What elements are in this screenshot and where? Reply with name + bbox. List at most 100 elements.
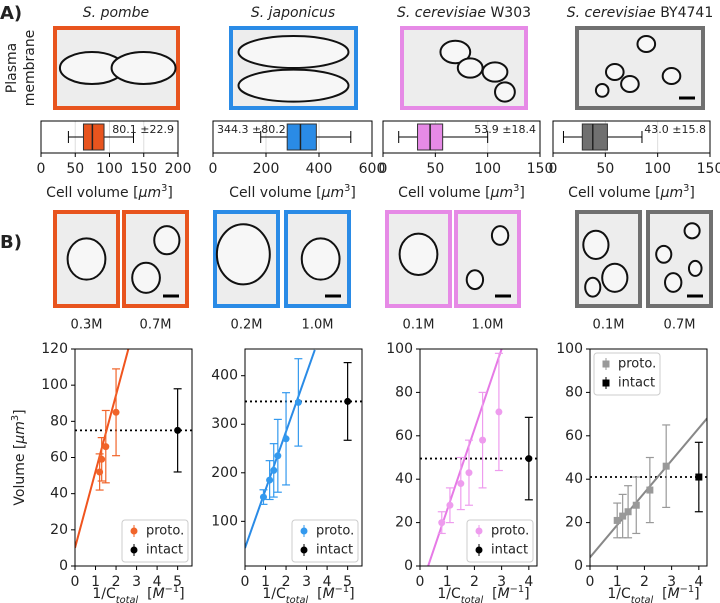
box — [82, 123, 105, 151]
text-segment: S. japonicus — [251, 5, 335, 21]
x-tick-label: 4 — [323, 574, 332, 590]
cell — [481, 61, 509, 83]
marker — [495, 408, 503, 416]
cell — [584, 276, 602, 298]
legend — [593, 352, 661, 396]
x-tick-label: 150 — [130, 161, 157, 177]
text-segment: μm — [321, 185, 345, 201]
fit-line — [245, 349, 316, 549]
plot-area — [75, 349, 192, 549]
x-tick-label: 2 — [282, 574, 291, 590]
marker — [102, 443, 110, 451]
text-segment: μm — [490, 185, 514, 201]
y-tick-label: 200 — [211, 465, 238, 481]
x-tick-label: 2 — [640, 574, 649, 590]
frame — [382, 120, 541, 154]
micrograph — [454, 210, 521, 308]
x-axis-label: Cell volume [μm3] — [46, 183, 173, 202]
x-tick-label: 0 — [37, 161, 46, 177]
text-segment: [ — [138, 586, 152, 602]
text-segment: M — [498, 586, 510, 602]
y-tick-label: 100 — [211, 513, 238, 529]
cell — [300, 237, 341, 281]
cell — [664, 272, 683, 293]
frame — [589, 348, 708, 567]
x-tick-label: 100 — [644, 161, 671, 177]
text-segment: μm — [12, 421, 28, 445]
x-tick-label: 3 — [497, 574, 506, 590]
frame — [244, 348, 363, 567]
frame — [212, 120, 373, 154]
legend-label: proto. — [316, 524, 354, 539]
x-tick-label: 0 — [241, 574, 250, 590]
x-tick-label: 0 — [549, 161, 558, 177]
cell — [465, 269, 485, 291]
cell — [601, 262, 629, 293]
x-tick-label: 0 — [71, 574, 80, 590]
plot-area — [420, 349, 537, 566]
legend-marker — [602, 379, 610, 387]
condition-label: 0.3M — [71, 318, 103, 333]
marker — [624, 508, 632, 516]
row-label: Plasma — [4, 43, 20, 93]
text-segment: ] — [694, 586, 699, 602]
condition-label: 0.1M — [593, 318, 625, 333]
y-tick-label: 300 — [211, 416, 238, 432]
legend-marker — [130, 527, 138, 535]
marker — [270, 466, 278, 474]
x-tick-label: 50 — [596, 161, 614, 177]
y-tick-label: 20 — [395, 515, 413, 531]
legend-marker — [602, 360, 610, 368]
text-segment: Cell volume [ — [568, 185, 660, 201]
text-segment: −1 — [510, 584, 524, 595]
legend-marker — [300, 527, 308, 535]
x-tick-label: 5 — [343, 574, 352, 590]
legend-label: proto. — [491, 524, 529, 539]
annotation: 344.3 ±80.2 — [217, 123, 286, 136]
x-tick-label: 150 — [527, 161, 554, 177]
y-tick-label: 80 — [395, 384, 413, 400]
text-segment: 3 — [161, 183, 167, 194]
text-segment: ] — [689, 185, 694, 201]
text-segment: [ — [308, 586, 322, 602]
cell — [153, 225, 181, 256]
marker — [344, 397, 352, 405]
marker — [619, 512, 627, 520]
legend-marker — [475, 527, 483, 535]
y-tick-label: 100 — [556, 341, 583, 357]
box — [286, 123, 317, 151]
marker — [266, 476, 274, 484]
legend-marker — [475, 546, 483, 554]
text-segment: μm — [660, 185, 684, 201]
box — [581, 123, 608, 151]
text-segment: ] — [349, 586, 354, 602]
text-segment: −1 — [335, 584, 349, 595]
y-tick-label: 20 — [565, 515, 583, 531]
text-segment: μm — [138, 185, 162, 201]
marker — [632, 501, 640, 509]
marker — [174, 426, 182, 434]
text-segment: S. pombe — [83, 5, 149, 21]
marker — [479, 436, 487, 444]
y-tick-label: 40 — [395, 471, 413, 487]
legend-marker — [130, 546, 138, 554]
legend-marker — [300, 546, 308, 554]
cell — [655, 244, 673, 264]
y-tick-label: 40 — [565, 471, 583, 487]
cell — [237, 35, 350, 69]
condition-label: 0.7M — [664, 318, 696, 333]
y-tick-label: 60 — [50, 450, 68, 466]
x-axis-label: 1/Ctotal [M−1] — [262, 584, 354, 603]
x-tick-label: 1 — [91, 574, 100, 590]
text-segment: total — [461, 595, 484, 603]
x-tick-label: 3 — [302, 574, 311, 590]
text-segment: W303 — [486, 5, 531, 21]
text-segment: S. cerevisiae — [567, 5, 656, 21]
marker — [446, 501, 454, 509]
panel-label: A) — [0, 3, 22, 24]
text-segment: S. cerevisiae — [397, 5, 486, 21]
cell — [661, 67, 682, 85]
marker — [98, 455, 106, 463]
x-axis-label: 1/Ctotal [M−1] — [607, 584, 699, 603]
micrograph — [122, 210, 189, 308]
